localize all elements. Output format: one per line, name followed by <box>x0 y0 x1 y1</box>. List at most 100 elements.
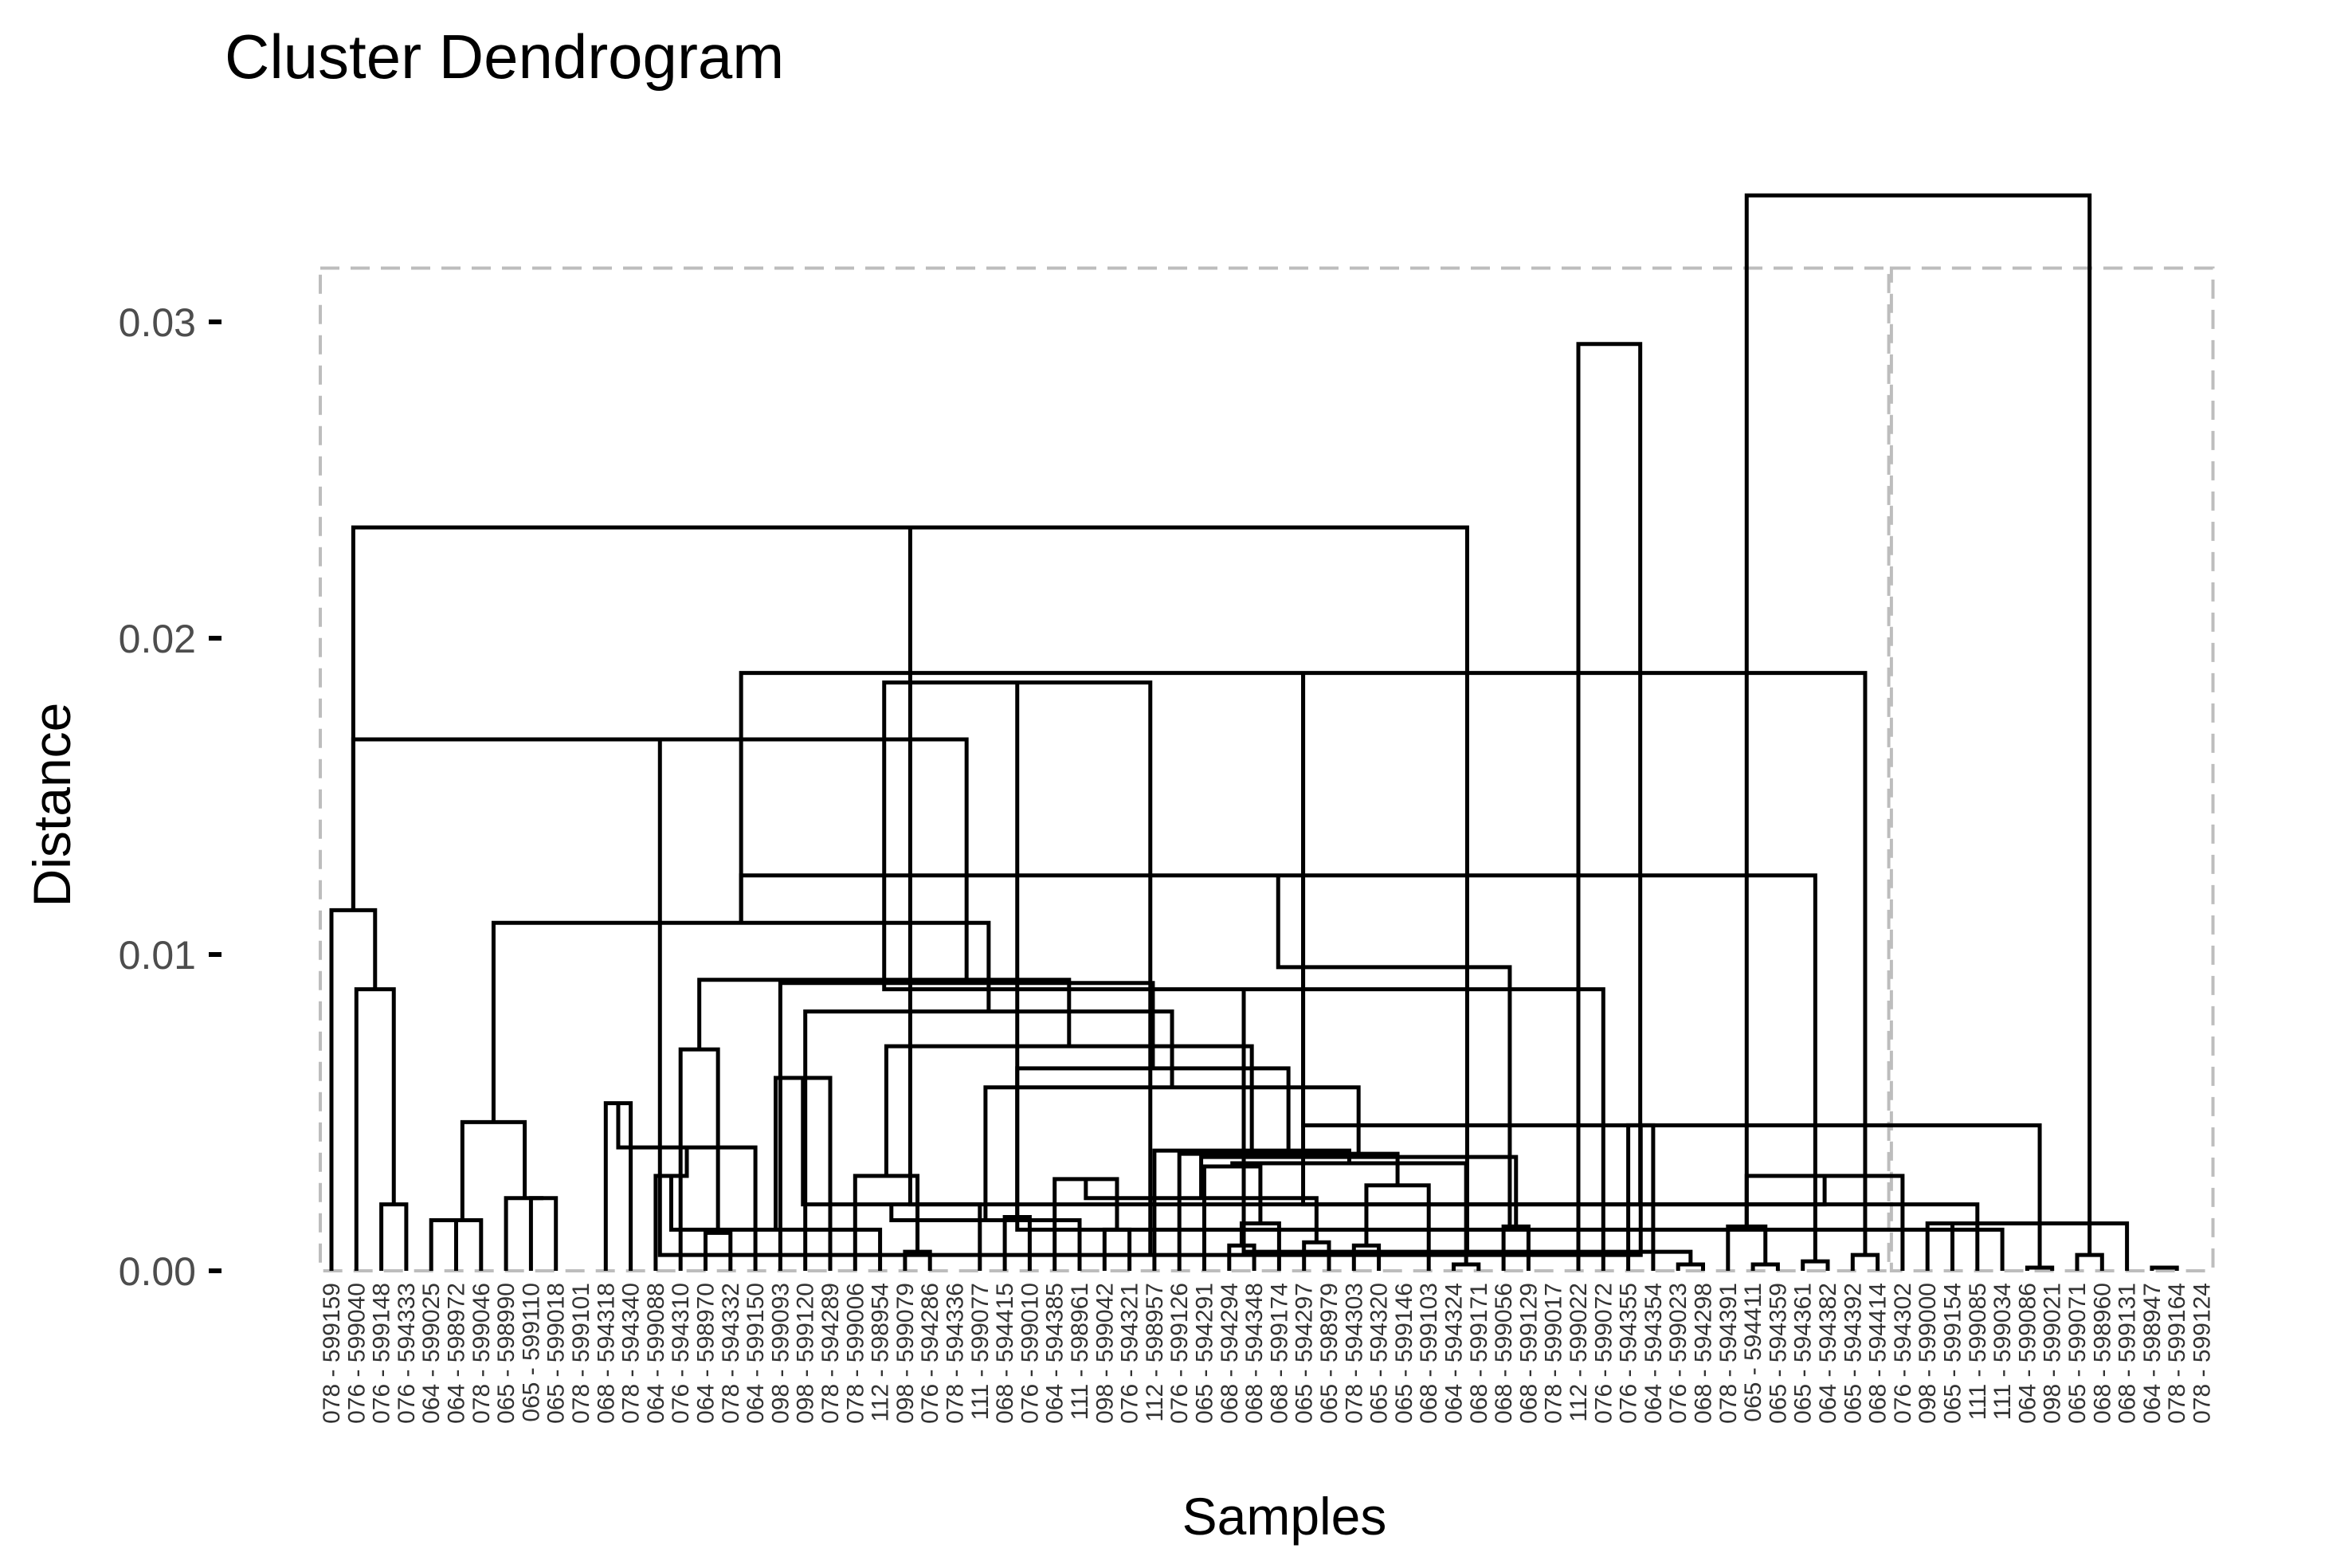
leaf-label: 076 - 599023 <box>1665 1283 1691 1424</box>
leaf-label: 065 - 594320 <box>1366 1283 1393 1424</box>
dendrogram-links <box>329 193 2179 1271</box>
leaf-label: 064 - 599086 <box>2014 1283 2040 1424</box>
leaf-label: 078 - 594340 <box>618 1283 645 1424</box>
leaf-label: 064 - 599150 <box>743 1283 769 1424</box>
leaf-label: 078 - 599159 <box>319 1283 345 1424</box>
leaf-label: 065 - 599110 <box>518 1283 544 1422</box>
leaf-label: 068 - 599103 <box>1416 1283 1442 1424</box>
leaf-label: 065 - 599071 <box>2064 1283 2091 1424</box>
dendrogram-link <box>491 920 991 1123</box>
y-axis-title: Distance <box>22 703 81 907</box>
dendrogram-link <box>1301 672 2042 1268</box>
leaf-label: 078 - 599101 <box>568 1283 594 1424</box>
dendrogram-link <box>803 1009 1174 1271</box>
leaf-label: 065 - 599146 <box>1391 1283 1417 1424</box>
leaf-label: 078 - 599124 <box>2189 1283 2216 1424</box>
dendrogram-link <box>460 1119 527 1221</box>
dendrogram-link <box>1227 1243 1256 1271</box>
y-tick-label: 0.03 <box>119 300 196 345</box>
leaf-label: 111 - 599034 <box>1989 1283 2016 1420</box>
dendrogram-link <box>1850 1252 1880 1271</box>
dendrogram-link <box>329 907 378 1271</box>
dendrogram-link <box>504 1196 544 1271</box>
leaf-label: 068 - 594348 <box>1241 1283 1268 1424</box>
leaf-label: 068 - 594415 <box>992 1283 1018 1424</box>
y-tick-label: 0.02 <box>119 617 196 661</box>
leaf-label: 112 - 598954 <box>868 1283 894 1422</box>
dendrogram-link <box>379 1202 409 1271</box>
leaf-label: 111 - 598961 <box>1067 1283 1093 1420</box>
chart-title: Cluster Dendrogram <box>225 22 784 92</box>
leaf-label: 064 - 594382 <box>1815 1283 1841 1424</box>
leaf-label: 112 - 599022 <box>1566 1283 1592 1422</box>
cluster-box <box>1889 266 2215 1272</box>
leaf-label: 065 - 599154 <box>1940 1283 1966 1424</box>
leaf-label: 068 - 594298 <box>1691 1283 1717 1424</box>
dendrogram-link <box>2150 1265 2179 1271</box>
leaf-label: 076 - 594321 <box>1117 1283 1143 1424</box>
leaf-label: 111 - 599085 <box>1965 1283 1991 1420</box>
leaf-label: 111 - 599077 <box>967 1283 994 1420</box>
dendrogram-link <box>1351 1243 1382 1271</box>
leaf-label: 068 - 594294 <box>1217 1283 1243 1424</box>
leaf-label: 065 - 594359 <box>1765 1283 1791 1424</box>
dendrogram-link <box>1102 1227 1132 1271</box>
leaf-label: 065 - 598979 <box>1316 1283 1343 1424</box>
dendrogram-link <box>2075 1252 2104 1271</box>
dendrogram-link <box>1576 342 1643 1271</box>
leaf-label: 098 - 599021 <box>2040 1283 2066 1424</box>
leaf-label: 064 - 594354 <box>1641 1283 1667 1424</box>
leaf-label: 098 - 599079 <box>892 1283 919 1424</box>
leaf-label: 065 - 594411 <box>1740 1283 1766 1422</box>
leaf-label: 065 - 594361 <box>1790 1283 1817 1424</box>
leaf-label: 112 - 598957 <box>1142 1283 1168 1422</box>
leaf-label: 076 - 599148 <box>369 1283 395 1424</box>
dendrogram-link <box>1744 193 2092 1256</box>
leaf-label: 064 - 598972 <box>444 1283 470 1424</box>
leaf-label: 098 - 599042 <box>1092 1283 1118 1424</box>
dendrogram-link <box>1276 875 1512 1230</box>
leaf-label: 065 - 594297 <box>1292 1283 1318 1424</box>
leaf-label: 068 - 599174 <box>1266 1283 1292 1424</box>
leaf-label: 065 - 598990 <box>493 1283 519 1424</box>
leaf-label: 068 - 594318 <box>593 1283 619 1424</box>
leaf-label: 076 - 594310 <box>668 1283 694 1424</box>
leaf-label: 076 - 594355 <box>1616 1283 1642 1424</box>
leaf-label: 078 - 599006 <box>842 1283 868 1424</box>
dendrogram-link <box>354 987 396 1271</box>
leaf-label: 064 - 594385 <box>1042 1283 1068 1424</box>
y-tick-label: 0.00 <box>119 1249 196 1294</box>
leaf-label: 078 - 599017 <box>1541 1283 1567 1424</box>
y-axis: 0.00 0.01 0.02 0.03 <box>119 300 221 1294</box>
leaf-label: 064 - 594324 <box>1441 1283 1468 1424</box>
cluster-box <box>319 266 1891 1272</box>
leaf-label: 076 - 599040 <box>343 1283 370 1424</box>
leaf-label: 064 - 599088 <box>643 1283 669 1424</box>
leaf-label: 064 - 598970 <box>693 1283 719 1424</box>
dendrogram-link <box>1939 1221 2130 1271</box>
dendrogram-link <box>616 1103 758 1271</box>
leaf-label: 078 - 599164 <box>2164 1283 2190 1424</box>
leaf-label: 076 - 594286 <box>917 1283 943 1424</box>
dendrogram-link <box>778 981 1155 1271</box>
leaf-label: 098 - 599120 <box>793 1283 819 1424</box>
dendrogram-link <box>704 1230 733 1271</box>
leaf-label: 065 - 594392 <box>1840 1283 1866 1424</box>
dendrogram-link <box>443 1217 484 1271</box>
leaf-label: 098 - 599093 <box>767 1283 794 1424</box>
leaf-label: 076 - 599010 <box>1017 1283 1043 1424</box>
leaf-label: 068 - 594414 <box>1865 1283 1891 1424</box>
leaf-label: 078 - 594336 <box>943 1283 969 1424</box>
leaf-label: 078 - 594332 <box>718 1283 744 1424</box>
leaf-label: 076 - 599126 <box>1166 1283 1193 1424</box>
dendrogram-link <box>528 1196 559 1271</box>
leaf-label: 078 - 594289 <box>817 1283 844 1424</box>
dendrogram-link <box>1501 1224 1531 1271</box>
leaf-label: 076 - 594333 <box>394 1283 420 1424</box>
leaf-label: 076 - 599072 <box>1590 1283 1617 1424</box>
leaf-label: 064 - 598947 <box>2139 1283 2166 1424</box>
leaf-label: 065 - 594291 <box>1192 1283 1218 1424</box>
leaf-label: 078 - 594391 <box>1715 1283 1742 1424</box>
